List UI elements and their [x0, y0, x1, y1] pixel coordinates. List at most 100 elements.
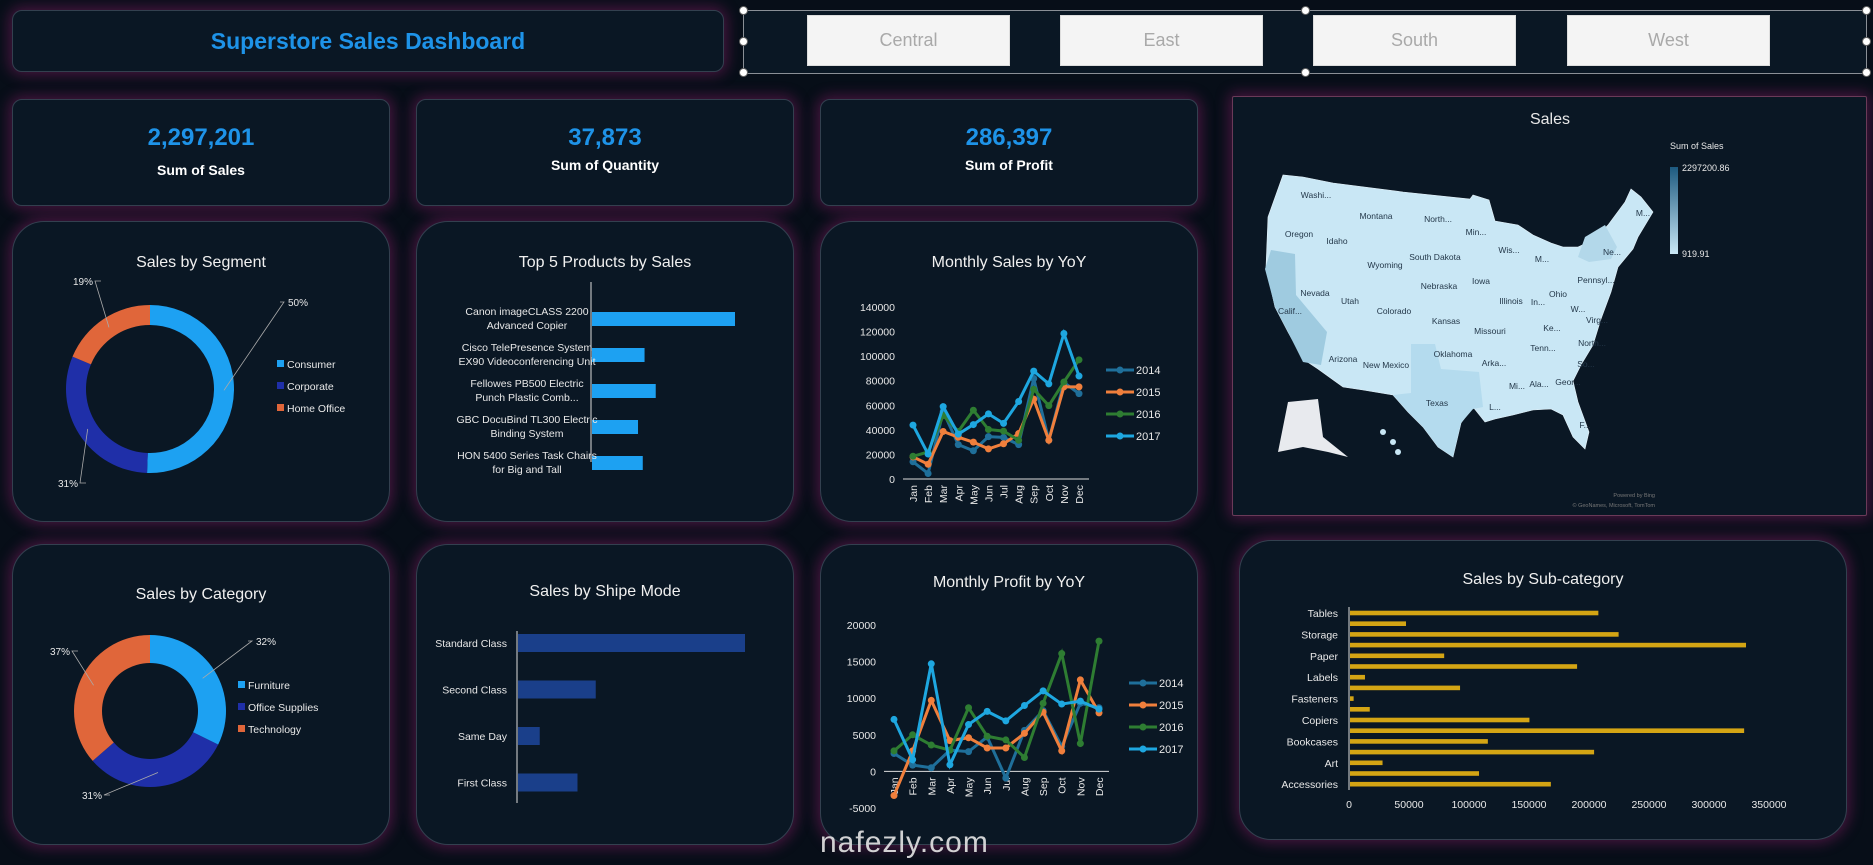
resize-handle[interactable]: [1862, 6, 1871, 15]
shipmode-card: Sales by Shipe Mode Standard Class Second …: [416, 544, 794, 845]
us-map[interactable]: Sales Washi... Montana North... Min... Oregon…: [1233, 97, 1868, 517]
legend-label: Home Office: [287, 403, 345, 415]
resize-handle[interactable]: [739, 68, 748, 77]
state-hawaii: [1380, 429, 1386, 435]
state-label: Wyoming: [1367, 260, 1403, 270]
bar: [518, 634, 745, 652]
chart-title: Monthly Profit by YoY: [932, 574, 1086, 591]
state-label: Kansas: [1432, 316, 1460, 326]
kpi-value: 286,397: [965, 124, 1053, 151]
state-label: Colorado: [1377, 306, 1412, 316]
category-label: Accessories: [1281, 779, 1338, 791]
title-box: Superstore Sales Dashboard: [12, 10, 724, 72]
legend-label: Furniture: [248, 680, 290, 692]
data-point: [983, 732, 991, 740]
bar: [1350, 781, 1551, 787]
data-point: [909, 458, 917, 466]
bar: [1350, 653, 1445, 659]
donut-slice-furniture: [150, 635, 227, 745]
data-point: [965, 734, 973, 742]
legend-marker: [1139, 723, 1147, 731]
data-point: [1058, 747, 1066, 755]
y-tick-label: 0: [889, 474, 895, 486]
data-point: [1060, 330, 1068, 338]
data-point: [924, 469, 932, 477]
y-tick-label: 120000: [860, 327, 895, 339]
legend-label: 2016: [1136, 409, 1160, 421]
slicer-south[interactable]: South: [1313, 15, 1516, 66]
x-tick-label: Feb: [908, 777, 920, 795]
x-tick-label: May: [968, 484, 980, 505]
x-tick-label: 150000: [1511, 799, 1546, 811]
y-tick-label: -5000: [849, 803, 876, 815]
x-tick-label: Feb: [923, 485, 935, 503]
resize-handle[interactable]: [739, 6, 748, 15]
leader-line: [71, 650, 94, 686]
region-slicer[interactable]: Central East South West: [739, 6, 1871, 77]
data-point: [1076, 697, 1084, 705]
category-label: Bookcases: [1287, 736, 1338, 748]
category-label: Cisco TelePresence System: [462, 342, 593, 354]
category-label: Tables: [1308, 608, 1338, 620]
state-label: Utah: [1341, 296, 1359, 306]
data-point: [1039, 687, 1047, 695]
data-point: [1045, 380, 1053, 388]
bar: [592, 348, 645, 362]
series-line-2016: [893, 640, 1101, 761]
leader-line: [79, 428, 89, 484]
legend-label: 2016: [1159, 722, 1183, 734]
map-credit: Powered by Bing: [1613, 493, 1655, 499]
x-tick-label: Oct: [1057, 777, 1069, 793]
x-tick-label: Aug: [1019, 777, 1031, 796]
monthly-profit-card: Monthly Profit by YoY -5000 0 5000 10000 1500…: [820, 544, 1198, 845]
y-tick-label: 10000: [847, 693, 876, 705]
bar: [1350, 642, 1747, 648]
data-point: [1045, 436, 1053, 444]
state-hawaii: [1390, 439, 1396, 445]
legend-marker: [1116, 366, 1124, 374]
state-label: W...: [1571, 304, 1586, 314]
state-texas: [1393, 344, 1483, 457]
subcategory-card: Sales by Sub-category Tables Storage Paper L…: [1239, 540, 1847, 840]
x-tick-label: Sep: [1029, 485, 1041, 504]
slicer-central[interactable]: Central: [807, 15, 1010, 66]
state-california: [1265, 250, 1327, 365]
state-label: New Mexico: [1363, 360, 1410, 370]
kpi-value: 2,297,201: [147, 124, 255, 151]
chart-title: Sales by Sub-category: [1462, 571, 1624, 588]
data-point: [909, 731, 917, 739]
state-label: Oregon: [1285, 229, 1314, 239]
category-label: Binding System: [491, 428, 564, 440]
state-label: Missouri: [1474, 326, 1506, 336]
resize-handle[interactable]: [1301, 6, 1310, 15]
data-point: [927, 660, 935, 668]
data-point: [1058, 700, 1066, 708]
data-point: [1075, 356, 1083, 364]
legend-swatch: [277, 360, 284, 367]
data-point: [1000, 433, 1008, 441]
data-point: [969, 447, 977, 455]
state-label: Illinois: [1499, 296, 1523, 306]
leader-line: [202, 640, 254, 679]
x-tick-label: 50000: [1394, 799, 1423, 811]
resize-handle[interactable]: [1862, 37, 1871, 46]
state-label: Virg...: [1586, 315, 1608, 325]
state-label: North...: [1578, 338, 1606, 348]
slicer-west[interactable]: West: [1567, 15, 1770, 66]
data-point: [969, 438, 977, 446]
slicer-east[interactable]: East: [1060, 15, 1263, 66]
x-tick-label: Sep: [1038, 777, 1050, 796]
donut-slice-consumer: [147, 305, 235, 473]
segment-card: Sales by Segment 50% Consumer 31% Corporate 1…: [12, 221, 390, 522]
legend-min: 919.91: [1682, 249, 1710, 259]
state-label: Oklahoma: [1434, 349, 1473, 359]
category-label: GBC DocuBind TL300 Electric: [456, 414, 597, 426]
category-label: Storage: [1301, 629, 1338, 641]
legend-title: Sum of Sales: [1670, 141, 1724, 151]
donut-slice-technology: [74, 635, 150, 761]
resize-handle[interactable]: [1301, 68, 1310, 77]
chart-title: Sales by Shipe Mode: [529, 583, 681, 600]
resize-handle[interactable]: [1862, 68, 1871, 77]
resize-handle[interactable]: [739, 37, 748, 46]
legend-label: 2017: [1159, 744, 1183, 756]
